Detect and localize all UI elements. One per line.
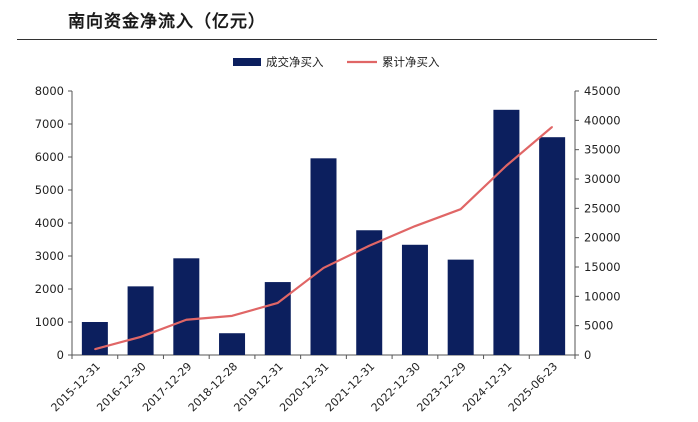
bar — [401, 244, 428, 355]
left-axis-tick-label: 7000 — [35, 117, 64, 131]
right-axis-tick-label: 25000 — [584, 201, 621, 215]
right-axis-tick-label: 30000 — [584, 172, 621, 186]
bar — [539, 137, 566, 355]
legend-line-label: 累计净买入 — [382, 55, 440, 69]
left-axis-tick-label: 3000 — [35, 249, 64, 263]
right-axis-tick-label: 10000 — [584, 289, 621, 303]
title-divider — [17, 39, 657, 40]
left-axis-tick-label: 1000 — [35, 315, 64, 329]
left-axis-tick-label: 2000 — [35, 282, 64, 296]
left-axis-tick-label: 8000 — [35, 84, 64, 98]
line-point — [231, 315, 233, 317]
right-axis-tick-label: 5000 — [584, 319, 613, 333]
line-point — [551, 126, 553, 128]
line-point — [368, 244, 371, 247]
bar — [264, 282, 291, 355]
line-point — [139, 336, 142, 338]
line-point — [322, 267, 325, 269]
bar — [81, 322, 108, 355]
right-axis-tick-label: 35000 — [584, 143, 621, 157]
bar — [219, 333, 246, 355]
chart-title: 南向资金净流入（亿元） — [68, 12, 266, 32]
line-point — [185, 318, 188, 321]
right-axis-tick-label: 15000 — [584, 260, 621, 274]
right-axis-tick-label: 20000 — [584, 231, 621, 245]
left-axis-tick-label: 4000 — [35, 216, 64, 230]
left-axis-tick-label: 5000 — [35, 183, 64, 197]
bar — [173, 258, 200, 355]
bar — [310, 158, 337, 355]
left-axis-tick-label: 0 — [57, 348, 64, 362]
legend-bar-swatch — [233, 58, 261, 66]
bar — [447, 259, 474, 355]
x-axis-tick-label: 2025-06-23 — [506, 360, 560, 414]
line-point — [505, 164, 508, 167]
line-point — [94, 348, 96, 350]
bar — [493, 109, 520, 355]
line-point — [414, 225, 416, 227]
line-point — [459, 208, 462, 211]
right-axis-tick-label: 40000 — [584, 113, 621, 127]
legend-bar-label: 成交净买入 — [266, 55, 324, 69]
left-axis-tick-label: 6000 — [35, 150, 64, 164]
bar — [127, 286, 154, 355]
line-point — [276, 302, 279, 304]
right-axis-tick-label: 0 — [584, 348, 591, 362]
right-axis-tick-label: 45000 — [584, 84, 621, 98]
